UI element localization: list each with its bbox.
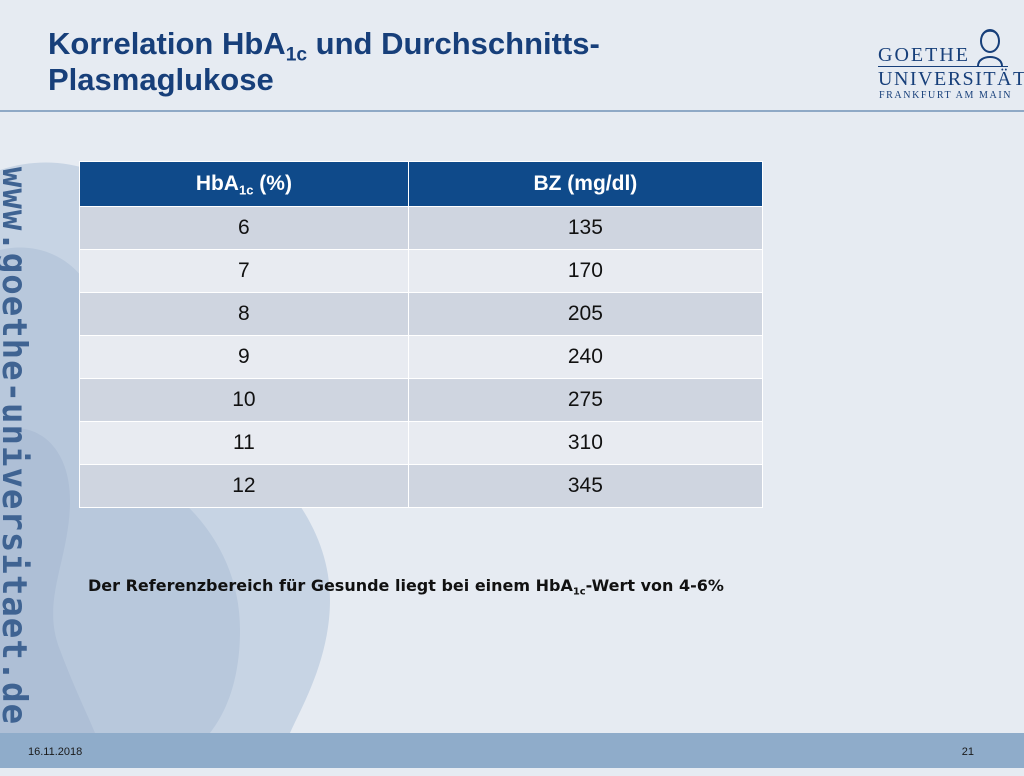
cell-bz: 170 [407, 249, 764, 293]
note-text: Der Referenzbereich für Gesunde liegt be… [88, 576, 573, 595]
cell-hba1c: 7 [79, 249, 409, 293]
table-row: 9 240 [79, 335, 764, 379]
cell-bz: 275 [407, 378, 764, 422]
slide-title: Korrelation HbA1c und Durchschnitts- Plas… [48, 26, 600, 98]
cell-hba1c: 9 [79, 335, 409, 379]
university-logo: GOETHE UNIVERSITÄT FRANKFURT AM MAIN [874, 26, 1024, 102]
title-text-continued: und Durchschnitts- [307, 26, 600, 61]
cell-bz: 345 [407, 464, 764, 508]
header-hba1c-subscript: 1c [238, 182, 254, 198]
footer-date: 16.11.2018 [28, 746, 83, 758]
cell-bz: 135 [407, 206, 764, 250]
note-subscript: 1c [572, 586, 586, 598]
cell-hba1c: 11 [79, 421, 409, 465]
logo-universitaet: UNIVERSITÄT [878, 68, 1024, 90]
goethe-portrait-icon [977, 29, 1003, 66]
table-row: 7 170 [79, 249, 764, 293]
footer-bar: 16.11.2018 21 [0, 733, 1024, 768]
logo-divider [878, 66, 1008, 67]
page-number: 21 [961, 746, 974, 758]
table-header-row: HbA1c (%) BZ (mg/dl) [79, 161, 764, 207]
table-row: 6 135 [79, 206, 764, 250]
header-hba1c-text: HbA [195, 172, 239, 195]
header-hba1c: HbA1c (%) [79, 161, 409, 207]
title-text: Korrelation HbA [48, 26, 286, 61]
header-hba1c-unit: (%) [253, 172, 292, 195]
logo-frankfurt: FRANKFURT AM MAIN [879, 90, 1013, 101]
logo-goethe: GOETHE [878, 44, 970, 66]
cell-hba1c: 10 [79, 378, 409, 422]
table-row: 11 310 [79, 421, 764, 465]
side-url: www.goethe-universitaet.de [0, 166, 34, 726]
cell-hba1c: 12 [79, 464, 409, 508]
title-subscript: 1c [285, 44, 308, 66]
title-line-2: Plasmaglukose [48, 62, 274, 97]
table-row: 10 275 [79, 378, 764, 422]
table-row: 12 345 [79, 464, 764, 508]
cell-bz: 310 [407, 421, 764, 465]
cell-bz: 240 [407, 335, 764, 379]
hba1c-table: HbA1c (%) BZ (mg/dl) 6 135 7 170 8 205 9 240… [79, 161, 764, 508]
cell-hba1c: 6 [79, 206, 409, 250]
cell-hba1c: 8 [79, 292, 409, 336]
header-bz: BZ (mg/dl) [407, 161, 764, 207]
reference-range-note: Der Referenzbereich für Gesunde liegt be… [88, 576, 724, 598]
cell-bz: 205 [407, 292, 764, 336]
note-text-continued: -Wert von 4-6% [585, 576, 724, 595]
table-row: 8 205 [79, 292, 764, 336]
title-divider [0, 110, 1024, 112]
